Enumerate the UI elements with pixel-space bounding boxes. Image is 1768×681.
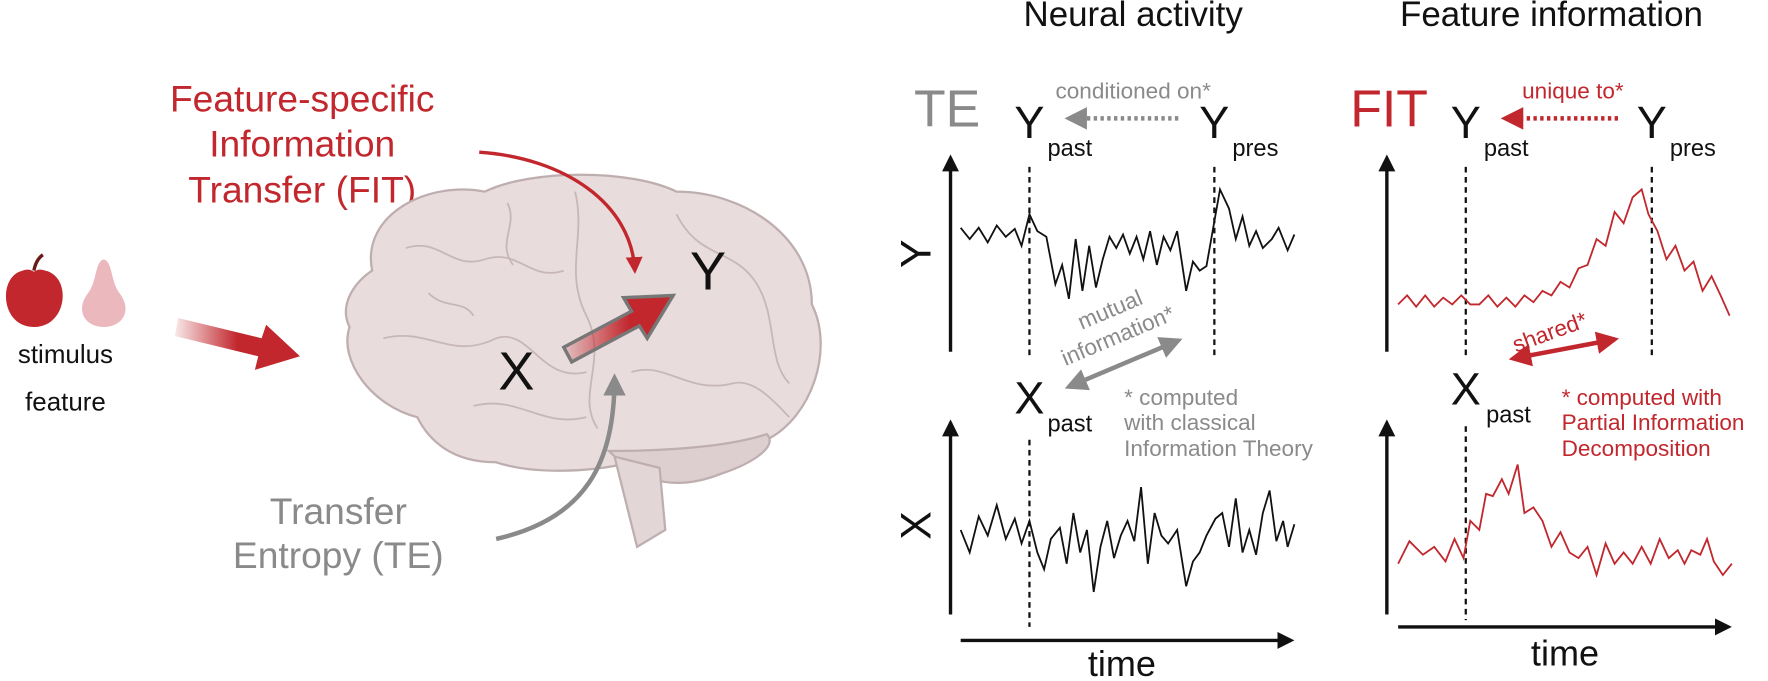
- x-feature-trace: [1397, 464, 1733, 579]
- measure-label: TE: [914, 79, 980, 137]
- y-pres-sub: pres: [1232, 136, 1278, 162]
- node-y: Y: [690, 241, 726, 301]
- fit-pointer: [479, 150, 643, 274]
- note: Partial Information: [1562, 410, 1745, 435]
- node-x: X: [498, 342, 534, 402]
- shared-arrow: [1508, 331, 1620, 367]
- note: Decomposition: [1562, 436, 1711, 461]
- x-past-symbol: X: [1014, 372, 1044, 423]
- y-pres-symbol: Y: [1637, 97, 1667, 148]
- arrow-label: conditioned on*: [1056, 78, 1212, 103]
- x-axis-label: X: [892, 511, 940, 540]
- apple-icon: [5, 269, 63, 327]
- panel-title: Neural activity: [1023, 0, 1243, 34]
- brainstem: [612, 455, 667, 549]
- stimulus-label: stimulus: [18, 341, 113, 369]
- y-pres-sub: pres: [1670, 136, 1716, 162]
- x-past-symbol: X: [1451, 363, 1481, 414]
- y-axis-label: Y: [892, 239, 940, 268]
- brain: [344, 173, 822, 472]
- te-pointer: [495, 373, 626, 542]
- fit-label: Transfer (FIT): [188, 169, 416, 211]
- note: * computed with: [1562, 385, 1722, 410]
- time-label: time: [1088, 643, 1156, 681]
- y-past-sub: past: [1047, 136, 1092, 162]
- fit-label: Information: [209, 122, 395, 164]
- x-past-sub: past: [1047, 411, 1092, 437]
- note: with classical: [1123, 410, 1255, 435]
- fit-arrow: [561, 293, 677, 365]
- brain-folds: [383, 191, 790, 429]
- y-past-sub: past: [1484, 136, 1529, 162]
- stimulus-arrow: [174, 317, 300, 370]
- y-past-symbol: Y: [1451, 97, 1481, 148]
- y-trace: [959, 186, 1296, 299]
- fit-label: Feature-specific: [170, 77, 435, 119]
- x-trace: [959, 486, 1296, 593]
- x-past-sub: past: [1486, 402, 1531, 428]
- feature-panel: Feature information FIT Y past Y pres un…: [1350, 0, 1744, 674]
- te-label: Transfer: [270, 490, 407, 532]
- stimulus-label: feature: [25, 388, 106, 416]
- note: * computed: [1124, 385, 1238, 410]
- left-panel: Feature-specific Information Transfer (F…: [5, 77, 822, 576]
- panel-title: Feature information: [1400, 0, 1703, 34]
- note: Information Theory: [1124, 436, 1313, 461]
- apple-stem: [32, 253, 44, 271]
- mi-arrow: [1064, 337, 1183, 391]
- y-past-symbol: Y: [1014, 97, 1044, 148]
- te-label: Entropy (TE): [233, 534, 444, 576]
- y-feature-trace: [1397, 187, 1731, 317]
- time-label: time: [1531, 633, 1599, 674]
- arrow-label: unique to*: [1522, 78, 1624, 103]
- measure-label: FIT: [1350, 79, 1428, 137]
- neural-panel: Neural activity TE Y past Y pres conditi…: [892, 0, 1313, 681]
- pear-icon: [82, 259, 126, 327]
- y-pres-symbol: Y: [1199, 97, 1229, 148]
